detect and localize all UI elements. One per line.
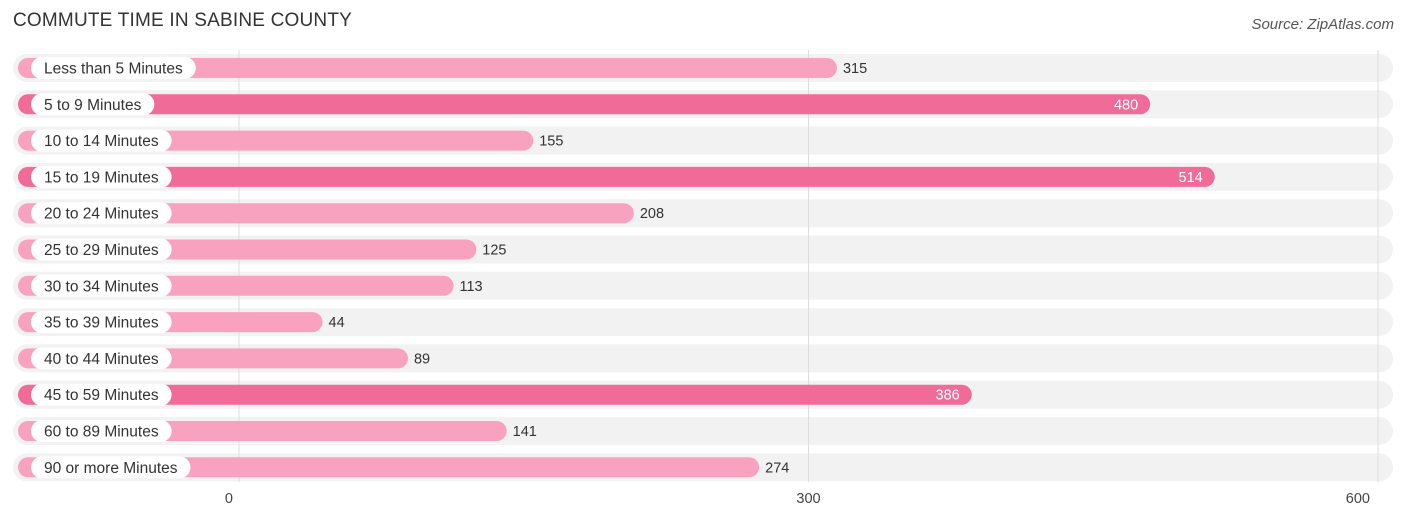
value-label: 208 [640, 206, 664, 222]
value-label: 514 [1179, 170, 1203, 186]
category-label-pill [31, 238, 172, 261]
category-label: 15 to 19 Minutes [44, 169, 159, 186]
category-label-pill [31, 129, 172, 152]
category-label: 5 to 9 Minutes [44, 97, 142, 114]
source-note: Source: ZipAtlas.com [1251, 16, 1394, 33]
category-label: 60 to 89 Minutes [44, 424, 159, 441]
value-label: 89 [414, 351, 430, 367]
x-tick-label: 300 [796, 491, 820, 507]
bar [18, 203, 634, 224]
value-label: 141 [513, 424, 537, 440]
bar [18, 384, 972, 405]
value-label: 315 [843, 61, 867, 77]
category-label-pill [31, 347, 172, 370]
bar [18, 58, 837, 78]
category-label: 10 to 14 Minutes [44, 133, 159, 150]
category-label-pill [31, 456, 191, 479]
category-label-pill [31, 420, 172, 442]
value-label: 44 [329, 315, 345, 331]
category-label-pill [31, 202, 172, 225]
category-label: Less than 5 Minutes [44, 61, 183, 78]
category-label: 20 to 24 Minutes [44, 206, 159, 223]
category-label-pill [31, 274, 172, 297]
x-tick-label: 0 [225, 491, 233, 507]
category-label: 40 to 44 Minutes [44, 351, 159, 368]
value-label: 386 [936, 388, 960, 404]
value-label: 125 [482, 243, 506, 259]
category-label: 30 to 34 Minutes [44, 278, 159, 295]
category-label-pill [31, 311, 172, 334]
category-label-pill [31, 93, 155, 116]
x-tick-label: 600 [1346, 491, 1370, 507]
row-background [13, 308, 1393, 337]
category-label: 90 or more Minutes [44, 460, 178, 477]
chart-title: COMMUTE TIME IN SABINE COUNTY [13, 10, 353, 31]
value-label: 480 [1114, 97, 1138, 113]
category-label-pill [31, 383, 172, 406]
category-label-pill [31, 165, 172, 188]
category-label-pill [31, 57, 196, 79]
value-label: 155 [539, 134, 563, 150]
category-label: 45 to 59 Minutes [44, 387, 159, 404]
category-label: 25 to 29 Minutes [44, 242, 159, 259]
value-label: 113 [460, 279, 483, 295]
bar [18, 166, 1215, 187]
category-label: 35 to 39 Minutes [44, 315, 159, 332]
bar [18, 94, 1151, 115]
bar [18, 457, 760, 478]
value-label: 274 [765, 460, 789, 476]
